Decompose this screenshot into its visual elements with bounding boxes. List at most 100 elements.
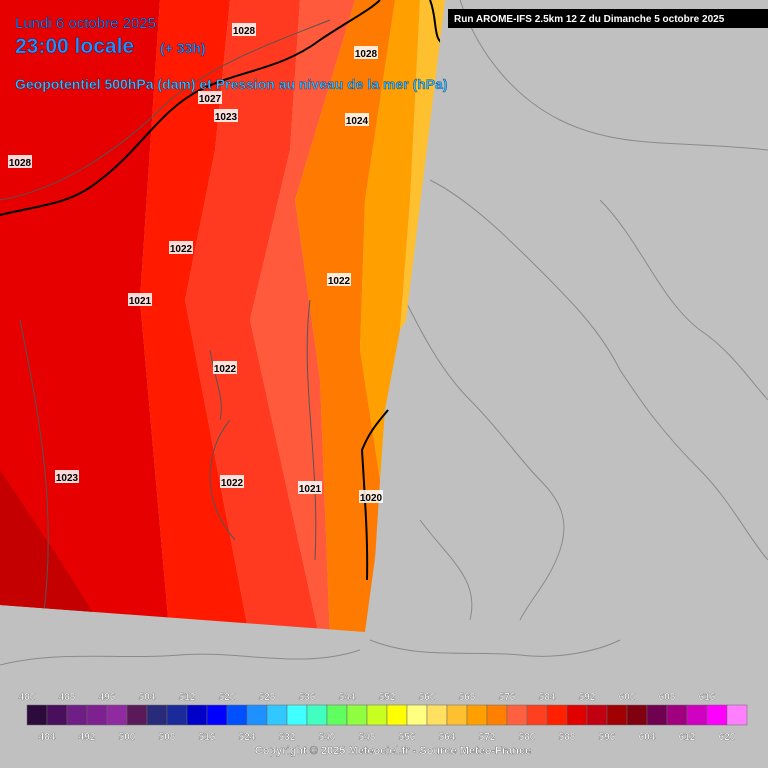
coastlines <box>0 0 768 666</box>
legend-swatch <box>246 704 268 726</box>
lead-time: (+ 33h) <box>160 40 206 56</box>
isobar-label: 1023 <box>56 473 79 484</box>
legend-label: 500 <box>119 732 136 743</box>
isobar-label-bg <box>354 46 378 59</box>
isobar-label-bg <box>169 241 193 254</box>
legend-swatch <box>366 704 388 726</box>
legend-label: 576 <box>499 692 516 703</box>
legend-label: 524 <box>239 732 256 743</box>
legend-swatch <box>106 704 128 726</box>
isobar-label-bg <box>198 91 222 104</box>
isobar-label-bg <box>232 23 256 36</box>
legend-swatch <box>266 704 288 726</box>
legend-swatch <box>626 704 648 726</box>
legend-swatch <box>406 704 428 726</box>
legend-swatch <box>146 704 168 726</box>
isobar-label: 1027 <box>199 94 222 105</box>
legend-swatch <box>546 704 568 726</box>
isobar-label: 1022 <box>328 276 351 287</box>
legend-label: 608 <box>659 692 676 703</box>
legend-label: 580 <box>519 732 536 743</box>
legend-swatch <box>86 704 108 726</box>
legend-label: 492 <box>79 732 96 743</box>
legend-swatch <box>666 704 688 726</box>
legend-label: 508 <box>159 732 176 743</box>
legend-label: 572 <box>479 732 496 743</box>
isobar-label-bg <box>128 293 152 306</box>
legend-label: 568 <box>459 692 476 703</box>
isobar-label-bg <box>55 470 79 483</box>
legend-swatch <box>126 704 148 726</box>
date: Lundi 6 octobre 2025 <box>15 15 156 32</box>
legend-swatch <box>726 704 748 726</box>
legend-swatch <box>446 704 468 726</box>
time: 23:00 locale <box>15 35 134 58</box>
isobar-label-bg <box>298 481 322 494</box>
legend-label: 600 <box>619 692 636 703</box>
legend-label: 556 <box>399 732 416 743</box>
isobar-label: 1028 <box>233 26 256 37</box>
legend-swatch <box>46 704 68 726</box>
isobar-label-bg <box>220 475 244 488</box>
legend-label: 552 <box>379 692 396 703</box>
legend-swatch <box>646 704 668 726</box>
isobars <box>0 19 331 632</box>
legend-label: 484 <box>39 732 56 743</box>
legend-label: 480 <box>19 692 36 703</box>
isobar-label-bg <box>345 113 369 126</box>
legend-swatch <box>706 704 728 726</box>
legend-label: 528 <box>259 692 276 703</box>
legend-swatch <box>586 704 608 726</box>
isobar-label: 1022 <box>221 478 244 489</box>
isobar-label: 1024 <box>346 116 369 127</box>
legend-label: 512 <box>179 692 196 703</box>
isobar-label: 1023 <box>215 112 238 123</box>
isobar-label: 1020 <box>360 493 383 504</box>
legend-swatch <box>386 704 408 726</box>
run-banner <box>448 9 768 28</box>
legend-swatch <box>66 704 88 726</box>
isobar-label: 1021 <box>129 296 152 307</box>
isobar-label-bg <box>327 273 351 286</box>
legend-swatch <box>566 704 588 726</box>
isobar-label-bg <box>8 155 32 168</box>
band <box>250 0 355 632</box>
legend-label: 504 <box>139 692 156 703</box>
isobar-label-bg <box>213 361 237 374</box>
color-legend: 480 488 496 504 512 520 528 536 544 552 560 568 576 5… <box>19 692 748 743</box>
legend-swatch <box>166 704 188 726</box>
isobar-labels: 1028 1028 1027 1023 1024 1028 1022 1022 1021 1022… <box>8 23 383 504</box>
band <box>295 0 395 632</box>
legend-swatch <box>326 704 348 726</box>
isobar-label-bg <box>214 109 238 122</box>
isobar-label: 1022 <box>170 244 193 255</box>
copyright: Copyright © 2025 Meteociel.fr - Source M… <box>255 745 531 757</box>
legend-label: 516 <box>199 732 216 743</box>
legend-label: 548 <box>359 732 376 743</box>
legend-label: 532 <box>279 732 296 743</box>
band <box>140 0 250 632</box>
legend-label: 560 <box>419 692 436 703</box>
legend-swatch <box>206 704 228 726</box>
legend-label: 496 <box>99 692 116 703</box>
isobar-label: 1022 <box>214 364 237 375</box>
field-title: Geopotentiel 500hPa (dam) et Pression au… <box>15 76 448 92</box>
legend-label: 596 <box>599 732 616 743</box>
legend-swatch <box>306 704 328 726</box>
legend-swatch <box>486 704 508 726</box>
legend-label: 584 <box>539 692 556 703</box>
legend-swatch <box>686 704 708 726</box>
legend-swatch <box>606 704 628 726</box>
legend-label: 604 <box>639 732 656 743</box>
legend-label: 612 <box>679 732 696 743</box>
legend-label: 536 <box>299 692 316 703</box>
legend-label: 616 <box>699 692 716 703</box>
legend-label: 544 <box>339 692 356 703</box>
legend-swatch <box>26 704 48 726</box>
isobar-label: 1028 <box>9 158 32 169</box>
band <box>185 0 320 632</box>
isobar-label: 1028 <box>355 49 378 60</box>
legend-label: 488 <box>59 692 76 703</box>
legend-label: 620 <box>719 732 736 743</box>
isobar-label-bg <box>359 490 383 503</box>
